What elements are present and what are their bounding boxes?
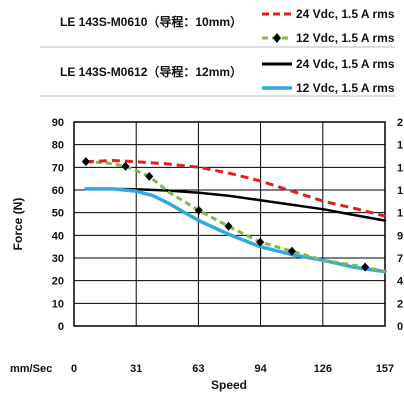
x-tick-label: 31 (130, 363, 142, 375)
y-tick-label: 70 (52, 162, 64, 174)
y-tick-label: 80 (52, 140, 64, 152)
data-point-marker (121, 161, 130, 171)
y2-tick-label: 1 (397, 185, 403, 197)
legend-group-label-0: LE 143S-M0610（导程：10mm） (60, 14, 242, 29)
x-tick-label: 63 (192, 363, 204, 375)
y-tick-label: 90 (52, 117, 64, 129)
x-tick-label: 157 (376, 363, 394, 375)
x-unit-label: mm/Sec (10, 363, 52, 375)
x-tick-label: 94 (254, 363, 267, 375)
data-point-marker (81, 157, 90, 167)
plot-area-frame (73, 121, 386, 327)
legend-group-label-1: LE 143S-M0612（导程：12mm） (60, 64, 242, 79)
y-tick-label: 50 (52, 208, 64, 220)
y-tick-label: 10 (52, 298, 64, 310)
legend-entry-1: 12 Vdc, 1.5 A rms (296, 31, 395, 45)
series-layer (81, 157, 387, 274)
y-tick-label: 0 (58, 321, 64, 333)
y-tick-label: 40 (52, 230, 64, 242)
series-line-2 (84, 187, 387, 222)
y2-tick-label: 1 (397, 208, 403, 220)
y2-tick-label: 7 (397, 253, 403, 265)
y2-tick-label: 1 (397, 162, 403, 174)
x-tick-label: 126 (314, 363, 332, 375)
tick-labels: 0 010 220 430 740 950 160 170 180 190 20 31 63 94 126 1… (52, 117, 404, 375)
y2-tick-label: 1 (397, 140, 403, 152)
y-tick-label: 20 (52, 276, 64, 288)
y-axis-title: Force (N) (11, 198, 25, 251)
y2-tick-label: 0 (397, 321, 403, 333)
y2-tick-label: 9 (397, 230, 403, 242)
y-tick-label: 30 (52, 253, 64, 265)
data-point-marker (287, 246, 296, 256)
data-point-marker (361, 262, 370, 272)
y2-tick-label: 2 (397, 117, 403, 129)
data-point-marker (224, 221, 233, 231)
series-line-3 (84, 187, 387, 274)
legend-marker-1 (273, 33, 281, 43)
legend-entry-2: 24 Vdc, 1.5 A rms (296, 57, 395, 71)
series-line-1 (85, 160, 386, 274)
y-tick-label: 60 (52, 185, 64, 197)
y2-tick-label: 2 (397, 298, 403, 310)
data-point-marker (194, 205, 203, 215)
legend: LE 143S-M0610（导程：10mm） LE 143S-M0612（导程：… (40, 7, 395, 97)
y2-tick-label: 4 (397, 276, 404, 288)
data-point-marker (256, 237, 265, 247)
x-axis-title: Speed (211, 378, 247, 392)
legend-entry-3: 12 Vdc, 1.5 A rms (296, 81, 395, 95)
data-point-marker (145, 171, 154, 181)
x-tick-label: 0 (71, 363, 77, 375)
series-line-0 (85, 159, 386, 218)
legend-entry-0: 24 Vdc, 1.5 A rms (296, 7, 395, 21)
